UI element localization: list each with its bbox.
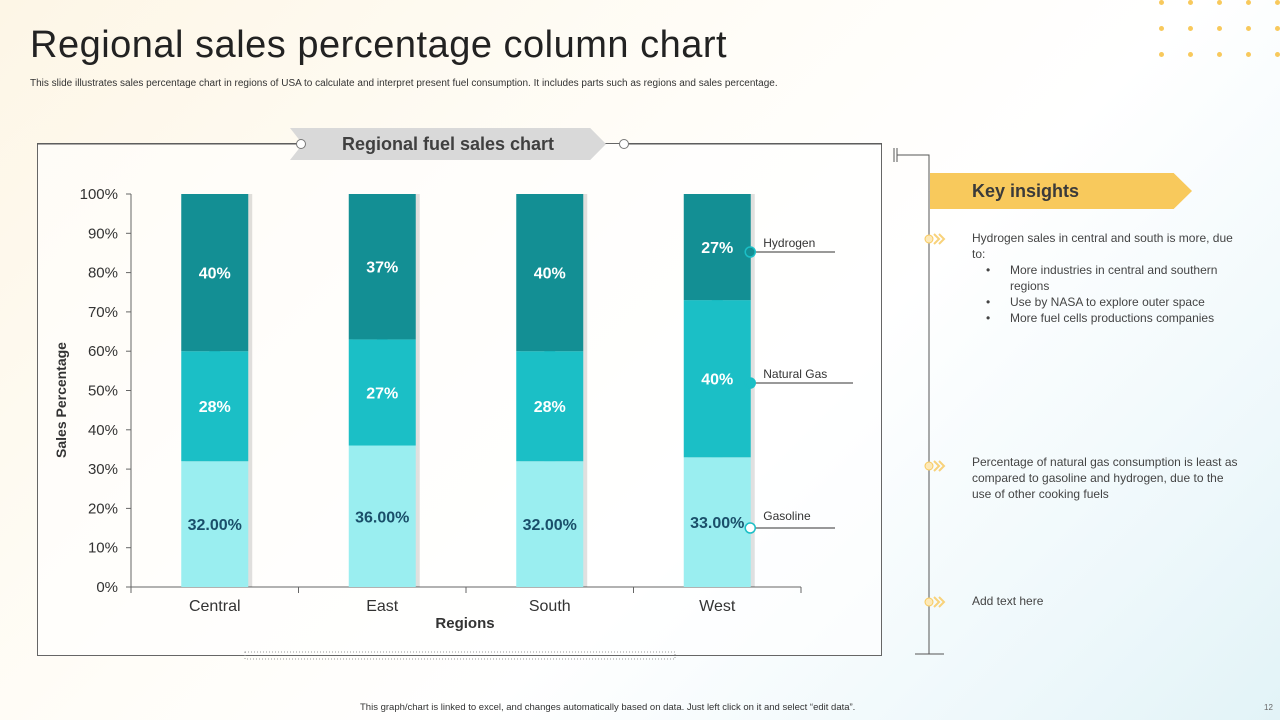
bar-gasoline	[683, 457, 751, 587]
y-tick-label: 0%	[96, 579, 118, 596]
timeline-line	[897, 154, 930, 654]
x-axis-title: Regions	[435, 615, 494, 632]
decorative-dot	[1159, 52, 1164, 57]
bar-hydrogen	[516, 194, 584, 352]
y-tick-label: 50%	[88, 383, 118, 400]
legend-marker	[744, 377, 756, 389]
decorative-dot	[1246, 26, 1251, 31]
bar-natural-gas	[181, 351, 249, 462]
decorative-dot	[1159, 0, 1164, 5]
data-label-gasoline: 32.00%	[188, 517, 242, 534]
y-tick-label: 40%	[88, 422, 118, 439]
page-number: 12	[1264, 703, 1273, 712]
insight-bullets: More industries in central and southern …	[972, 262, 1242, 326]
data-label-natural-gas: 28%	[199, 399, 231, 416]
y-tick-label: 90%	[88, 225, 118, 242]
legend-label-gasoline: Gasoline	[763, 509, 811, 523]
y-tick-label: 100%	[80, 186, 118, 203]
decorative-dot	[1217, 26, 1222, 31]
chevron-right-icon	[933, 460, 946, 472]
y-tick-label: 60%	[88, 343, 118, 360]
decorative-dot	[1275, 52, 1280, 57]
decorative-dot	[1188, 26, 1193, 31]
data-label-natural-gas: 28%	[534, 399, 566, 416]
insight-marker-icon	[924, 461, 934, 471]
footer-note: This graph/chart is linked to excel, and…	[360, 702, 856, 713]
banner-knob-left	[296, 139, 306, 149]
data-label-gasoline: 33.00%	[690, 515, 744, 532]
x-tick-label: South	[529, 598, 571, 615]
data-label-natural-gas: 40%	[701, 372, 733, 389]
decorative-dot	[1188, 0, 1193, 5]
insight-3[interactable]: Add text here	[972, 594, 1044, 608]
page-title: Regional sales percentage column chart	[30, 24, 728, 66]
x-tick-label: Central	[189, 598, 241, 615]
y-tick-label: 80%	[88, 265, 118, 282]
bar-gasoline	[348, 445, 416, 587]
insight-bullet: More industries in central and southern …	[986, 262, 1242, 294]
y-axis-title: Sales Percentage	[53, 342, 69, 458]
legend-label-hydrogen: Hydrogen	[763, 236, 815, 250]
data-label-hydrogen: 40%	[534, 266, 566, 283]
bar-hydrogen	[683, 194, 751, 301]
chevron-right-icon	[933, 233, 946, 245]
bar-gasoline	[181, 461, 249, 587]
chart-banner-label: Regional fuel sales chart	[341, 133, 555, 154]
y-tick-label: 10%	[88, 540, 118, 557]
insight-text: Hydrogen sales in central and south is m…	[972, 231, 1233, 261]
data-label-natural-gas: 27%	[366, 385, 398, 402]
insight-bullet: Use by NASA to explore outer space	[986, 294, 1242, 310]
page-subtitle: This slide illustrates sales percentage …	[30, 78, 778, 89]
insight-1: Hydrogen sales in central and south is m…	[972, 230, 1242, 326]
chart-banner: Regional fuel sales chart	[290, 128, 606, 160]
bar-natural-gas	[683, 300, 751, 458]
data-label-gasoline: 36.00%	[355, 509, 409, 526]
decorative-dot	[1246, 52, 1251, 57]
legend-marker	[744, 246, 756, 258]
decorative-dot	[1188, 52, 1193, 57]
decorative-dot	[1275, 26, 1280, 31]
banner-knob-right	[619, 139, 629, 149]
y-tick-label: 70%	[88, 304, 118, 321]
data-label-gasoline: 32.00%	[523, 517, 577, 534]
insight-marker-icon	[924, 597, 934, 607]
insight-marker-icon	[924, 234, 934, 244]
legend-marker	[744, 522, 756, 534]
bar-natural-gas	[348, 339, 416, 446]
decorative-dot	[1217, 52, 1222, 57]
legend-label-natural-gas: Natural Gas	[763, 367, 827, 381]
decorative-dot	[1159, 26, 1164, 31]
decorative-dot	[1246, 0, 1251, 5]
data-label-hydrogen: 27%	[701, 240, 733, 257]
y-tick-label: 20%	[88, 500, 118, 517]
bar-gasoline	[516, 461, 584, 587]
x-tick-label: West	[699, 598, 736, 615]
key-insights-heading: Key insights	[930, 173, 1192, 209]
insight-bullet: More fuel cells productions companies	[986, 310, 1242, 326]
bar-hydrogen	[181, 194, 249, 352]
decorative-dot	[1217, 0, 1222, 5]
chevron-right-icon	[933, 596, 946, 608]
frame-hatch	[244, 651, 676, 660]
decorative-dot	[1275, 0, 1280, 5]
insight-2: Percentage of natural gas consumption is…	[972, 455, 1238, 501]
x-tick-label: East	[366, 598, 399, 615]
y-tick-label: 30%	[88, 461, 118, 478]
data-label-hydrogen: 40%	[199, 266, 231, 283]
bar-hydrogen	[348, 194, 416, 340]
bar-natural-gas	[516, 351, 584, 462]
data-label-hydrogen: 37%	[366, 260, 398, 277]
